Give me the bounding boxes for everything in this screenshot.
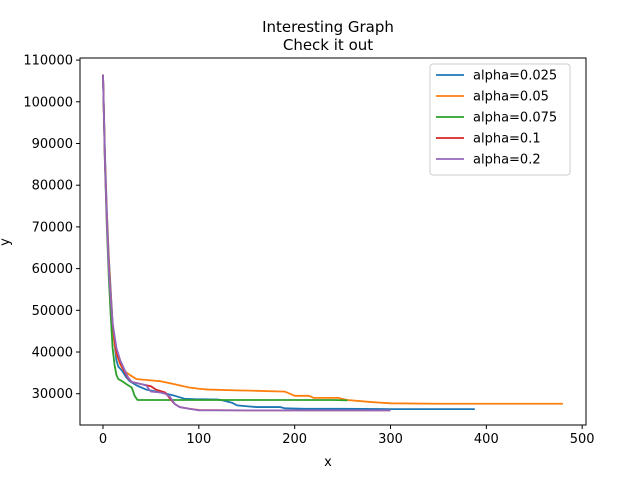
- axes-frame: [79, 57, 587, 426]
- legend: alpha=0.025 alpha=0.05 alpha=0.075 alpha=0.…: [429, 63, 571, 176]
- y-axis-label: y: [0, 238, 13, 246]
- y-tick-label: 70000: [32, 220, 73, 235]
- legend-label-1: alpha=0.025: [473, 69, 557, 84]
- chart-title: Interesting Graph: [262, 18, 394, 36]
- x-axis-label: x: [324, 455, 332, 470]
- legend-label-3: alpha=0.075: [473, 111, 557, 126]
- chart-subtitle: Check it out: [283, 36, 373, 54]
- y-tick-label: 60000: [32, 262, 73, 277]
- x-tick-label: 400: [474, 432, 499, 447]
- y-tick-label: 40000: [32, 346, 73, 361]
- x-tick-label: 0: [99, 432, 107, 447]
- y-tick-label: 100000: [23, 95, 73, 110]
- legend-box: [429, 63, 571, 176]
- legend-label-5: alpha=0.2: [473, 153, 541, 168]
- x-tick-label: 500: [570, 432, 595, 447]
- y-tick-label: 110000: [23, 54, 73, 69]
- y-tick-label: 30000: [32, 387, 73, 402]
- x-tick-label: 300: [378, 432, 403, 447]
- series-lines: [102, 74, 563, 412]
- x-tick-label: 200: [282, 432, 307, 447]
- y-tick-label: 80000: [32, 179, 73, 194]
- y-tick-label: 90000: [32, 137, 73, 152]
- x-tick-label: 100: [186, 432, 211, 447]
- y-tick-label: 50000: [32, 304, 73, 319]
- legend-label-4: alpha=0.1: [473, 132, 541, 147]
- legend-label-2: alpha=0.05: [473, 90, 549, 105]
- axis-ticks: 0 100 200 300 400 500 30000 40000 50000 60000 7000…: [23, 54, 594, 447]
- series-line-5: [102, 74, 391, 412]
- plot-frame: [79, 57, 587, 426]
